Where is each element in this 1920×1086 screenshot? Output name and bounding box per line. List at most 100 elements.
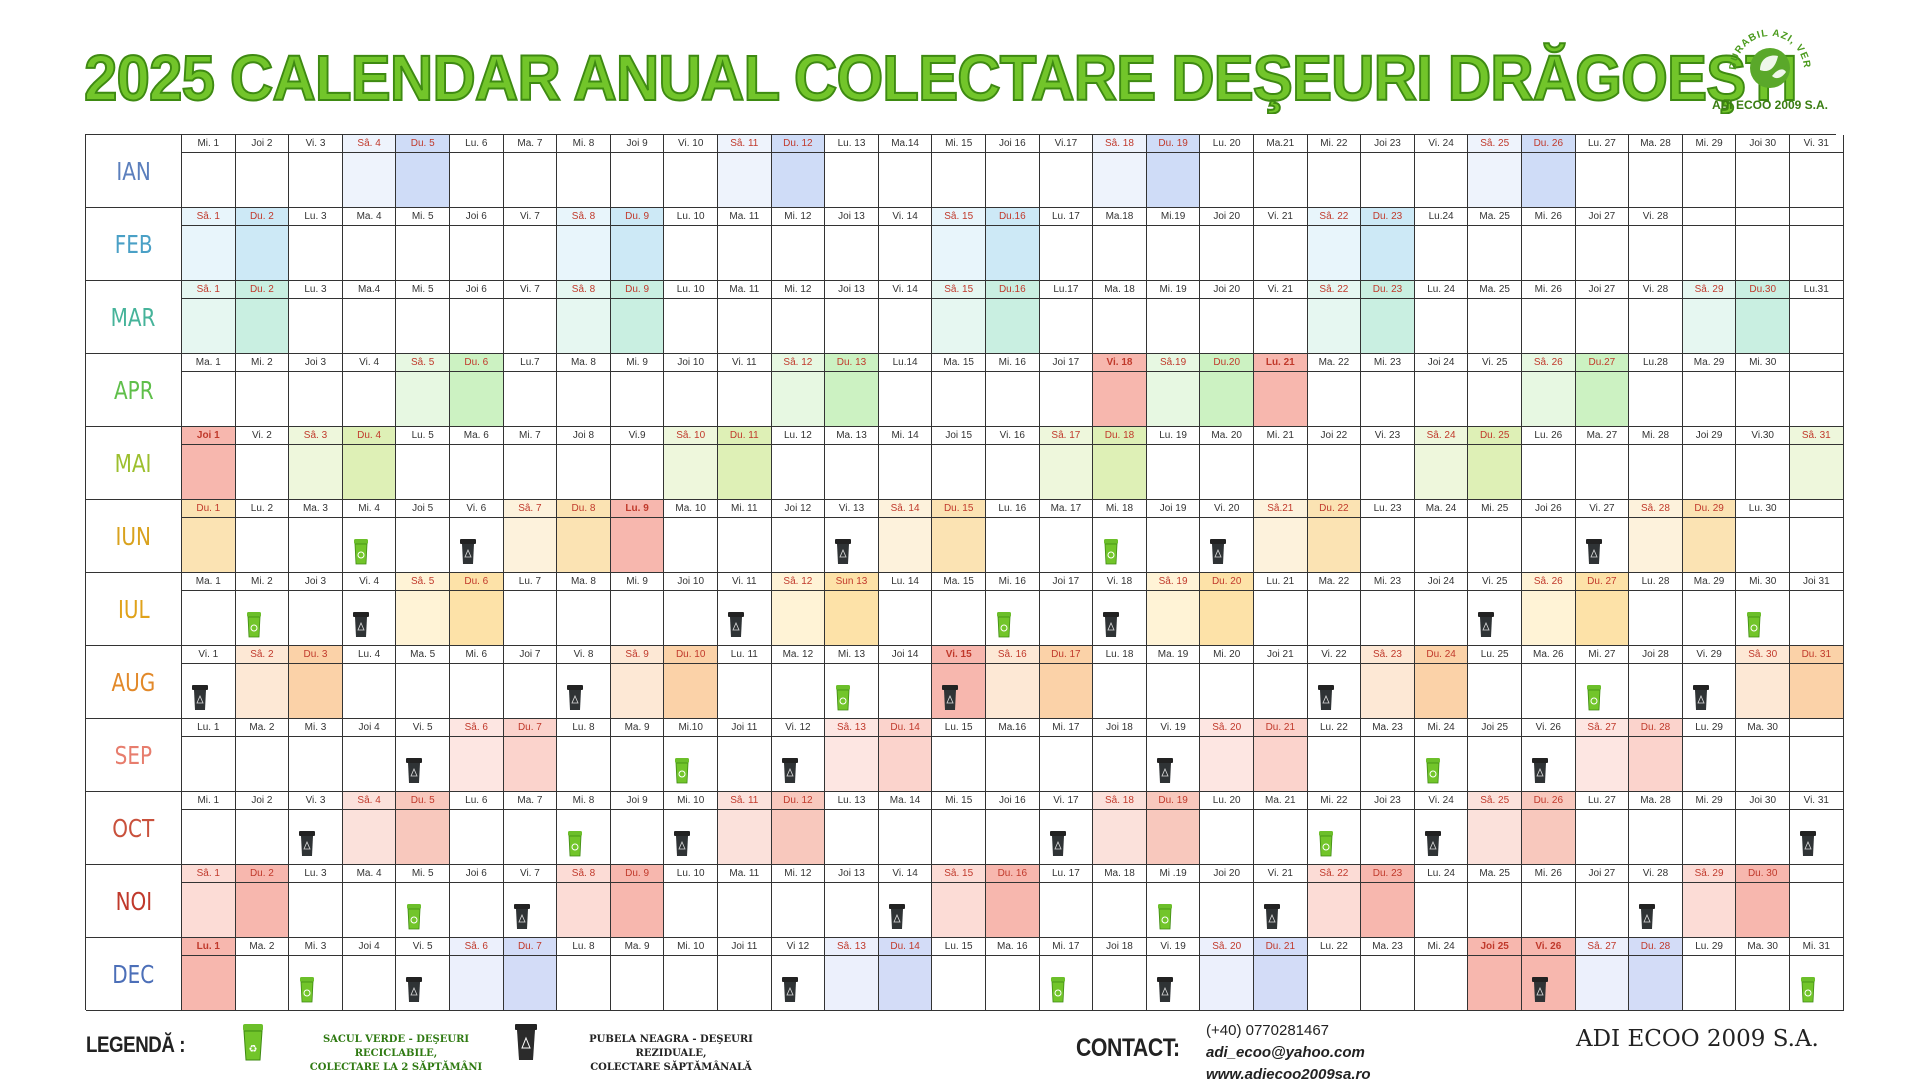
day-cell: Ma. 6 xyxy=(450,427,504,500)
day-cell: Ma. 12 xyxy=(771,646,826,719)
day-body xyxy=(1415,299,1468,353)
month-label: IAN xyxy=(86,135,182,208)
day-cell: Mi. 31 xyxy=(1790,938,1844,1011)
day-body xyxy=(1415,956,1468,1010)
month-label: FEB xyxy=(86,208,182,281)
day-cell: Sâ. 3 xyxy=(289,427,343,500)
month-label: NOI xyxy=(86,865,182,938)
day-cell: Joi 20 xyxy=(1200,208,1254,281)
day-cell: Mi. 3 xyxy=(289,938,343,1011)
day-cell: Vi. 24 xyxy=(1414,792,1469,865)
black-bin-icon xyxy=(781,977,798,1002)
day-label: Vi 12 xyxy=(771,938,825,956)
day-cell: Du. 26 xyxy=(1522,792,1576,865)
day-body xyxy=(718,956,771,1010)
day-label: Lu. 12 xyxy=(771,427,825,445)
day-body xyxy=(1522,153,1575,207)
day-cell: Du. 31 xyxy=(1790,646,1844,719)
day-body xyxy=(1308,737,1361,791)
day-cell: Vi. 21 xyxy=(1254,865,1308,938)
empty-day-cell xyxy=(1682,208,1737,281)
day-cell: Du. 24 xyxy=(1414,646,1469,719)
day-label: Mi. 10 xyxy=(664,792,717,810)
day-body xyxy=(450,372,503,426)
day-cell: Sâ. 1 xyxy=(182,865,236,938)
day-body xyxy=(932,299,985,353)
day-cell: Sâ. 19 xyxy=(1146,573,1201,646)
day-cell: Sâ. 22 xyxy=(1307,865,1362,938)
day-cell: Joi 30 xyxy=(1736,792,1790,865)
day-cell: Mi. 13 xyxy=(825,646,879,719)
day-body xyxy=(396,737,449,791)
day-label: Du. 8 xyxy=(557,500,610,518)
contact-email[interactable]: adi_ecoo@yahoo.com xyxy=(1206,1044,1365,1061)
day-label: Du. 4 xyxy=(342,427,396,445)
day-label: Du. 23 xyxy=(1361,281,1414,299)
day-cell: Vi. 7 xyxy=(503,208,558,281)
day-label: Ma. 24 xyxy=(1414,500,1468,518)
day-body xyxy=(610,226,664,280)
day-cell: Ma. 8 xyxy=(557,354,611,427)
day-label: Lu.14 xyxy=(878,354,932,372)
day-body xyxy=(1790,810,1843,864)
day-label: Joi 27 xyxy=(1575,281,1629,299)
black-bin-icon xyxy=(1156,758,1173,783)
day-body xyxy=(1736,810,1789,864)
day-body xyxy=(611,153,664,207)
contact-website[interactable]: www.adiecoo2009sa.ro xyxy=(1206,1066,1371,1083)
day-body xyxy=(1093,445,1146,499)
day-cell: Joi 22 xyxy=(1307,427,1362,500)
day-body xyxy=(343,226,396,280)
day-body xyxy=(1093,956,1146,1010)
black-bin-icon xyxy=(460,539,476,564)
day-body xyxy=(1040,810,1093,864)
day-label: Ma. 1 xyxy=(182,573,235,591)
day-label: Vi. 21 xyxy=(1254,281,1307,299)
day-label: Ma. 30 xyxy=(1736,938,1789,956)
day-body xyxy=(664,226,717,280)
empty-day-label xyxy=(1790,208,1843,226)
day-label: Mi. 17 xyxy=(1039,938,1093,956)
day-body xyxy=(1093,664,1146,718)
day-body xyxy=(1361,591,1414,645)
day-cell: Joi 19 xyxy=(1146,500,1201,573)
day-body xyxy=(1307,299,1361,353)
legend-green-line1: SACUL VERDE - DEŞEURI RECICLABILE, xyxy=(322,1034,470,1059)
day-cell: Ma. 5 xyxy=(396,646,450,719)
day-label: Vi. 26 xyxy=(1522,938,1575,956)
day-label: Sâ. 8 xyxy=(557,208,610,226)
day-cell: Lu. 9 xyxy=(610,500,665,573)
day-cell: Du. 14 xyxy=(878,719,933,792)
day-cell: Sâ. 26 xyxy=(1522,354,1576,427)
day-cell: Ma. 11 xyxy=(718,865,772,938)
day-cell: Ma. 7 xyxy=(503,792,558,865)
day-label: Vi. 24 xyxy=(1414,135,1468,153)
day-cell: Du. 7 xyxy=(503,719,558,792)
day-label: Mi. 27 xyxy=(1575,646,1629,664)
day-cell: Ma. 23 xyxy=(1361,938,1415,1011)
day-cell: Lu. 10 xyxy=(664,865,718,938)
day-body xyxy=(1683,810,1736,864)
day-label: Sâ. 4 xyxy=(342,135,396,153)
day-label: Mi. 22 xyxy=(1307,135,1361,153)
day-cell: Joi 20 xyxy=(1200,865,1254,938)
day-body xyxy=(1147,956,1200,1010)
day-cell: Joi 27 xyxy=(1575,865,1630,938)
day-cell: Sun 13 xyxy=(825,573,879,646)
day-cell: Lu. 28 xyxy=(1629,573,1683,646)
day-body xyxy=(235,226,289,280)
day-body xyxy=(1200,518,1253,572)
day-label: Mi. 21 xyxy=(1254,427,1307,445)
day-label: Du. 23 xyxy=(1361,865,1414,883)
day-cell: Mi. 25 xyxy=(1468,500,1522,573)
day-label: Ma. 2 xyxy=(235,938,289,956)
day-body xyxy=(289,591,342,645)
day-cell: Vi. 18 xyxy=(1093,354,1147,427)
day-cell: Lu.17 xyxy=(1039,281,1094,354)
day-cell: Mi. 24 xyxy=(1414,938,1469,1011)
day-cell: Du.16 xyxy=(986,281,1040,354)
day-label: Du. 12 xyxy=(771,135,825,153)
day-label: Du.20 xyxy=(1200,354,1253,372)
day-cell: Ma. 27 xyxy=(1575,427,1630,500)
day-body xyxy=(343,883,396,937)
